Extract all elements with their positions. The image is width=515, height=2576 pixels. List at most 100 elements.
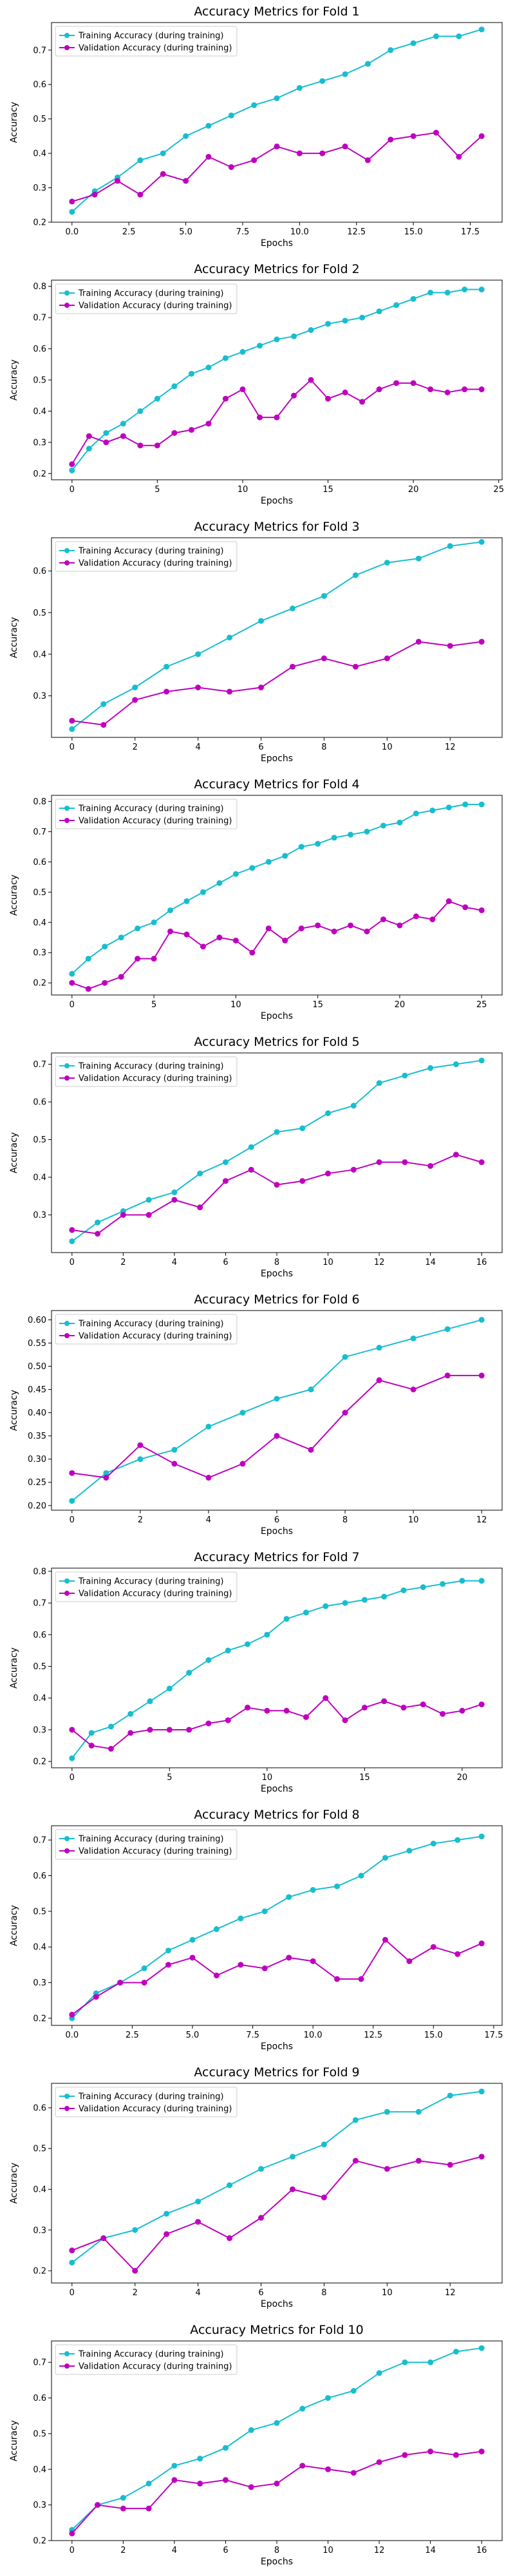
validation-accuracy-point — [93, 1994, 99, 2000]
validation-accuracy-line — [71, 2155, 482, 2272]
validation-accuracy-point — [145, 1212, 152, 1218]
legend-label-training: Training Accuracy (during training) — [78, 1062, 224, 1072]
y-tick-label: 0.5 — [33, 2145, 46, 2154]
training-accuracy-point — [205, 122, 212, 129]
y-tick-label: 0.6 — [33, 1631, 46, 1640]
training-accuracy-point — [447, 543, 453, 549]
training-accuracy-point — [195, 651, 201, 658]
validation-accuracy-point — [69, 1470, 75, 1476]
legend-label-training: Training Accuracy (during training) — [78, 2092, 224, 2102]
training-accuracy-point — [183, 133, 189, 139]
training-accuracy-point — [135, 925, 141, 932]
training-accuracy-point — [308, 1387, 314, 1393]
training-accuracy-point — [453, 1061, 459, 1068]
legend-swatch-marker — [64, 1836, 70, 1841]
x-tick-label: 4 — [172, 1258, 177, 1267]
x-tick-label: 6 — [223, 1258, 228, 1267]
validation-accuracy-point — [315, 922, 321, 929]
training-accuracy-point — [308, 327, 314, 333]
legend-label-validation: Validation Accuracy (during training) — [79, 1332, 232, 1341]
validation-accuracy-point — [132, 2268, 138, 2274]
validation-accuracy-point — [308, 377, 314, 383]
x-tick-label: 0 — [70, 2288, 75, 2298]
validation-accuracy-point — [350, 2470, 357, 2476]
validation-accuracy-point — [323, 1695, 329, 1701]
validation-accuracy-point — [91, 191, 98, 198]
training-accuracy-point — [95, 1219, 101, 1226]
validation-accuracy-point — [283, 1707, 290, 1714]
validation-accuracy-point — [310, 1958, 316, 1964]
training-accuracy-point — [264, 1631, 270, 1638]
training-accuracy-line — [71, 1835, 482, 2019]
validation-accuracy-point — [222, 2477, 229, 2483]
legend-label-validation: Validation Accuracy (during training) — [79, 301, 232, 311]
training-accuracy-point — [402, 1072, 408, 1079]
legend-swatch-marker — [64, 818, 70, 823]
training-accuracy-point — [376, 1345, 382, 1351]
chart-title: Accuracy Metrics for Fold 7 — [194, 1550, 359, 1564]
validation-accuracy-point — [348, 922, 354, 929]
x-tick-label: 12 — [476, 1515, 487, 1525]
training-accuracy-point — [160, 150, 166, 156]
validation-accuracy-point — [265, 925, 272, 932]
validation-accuracy-point — [478, 1372, 485, 1379]
validation-accuracy-point — [274, 2480, 280, 2486]
x-tick-label: 0 — [70, 1258, 75, 1267]
training-accuracy-point — [164, 663, 170, 670]
x-tick-label: 4 — [206, 1515, 211, 1525]
validation-accuracy-point — [352, 2157, 359, 2164]
validation-accuracy-point — [433, 129, 439, 136]
plot-frame — [51, 1825, 503, 2026]
validation-accuracy-point — [444, 1372, 451, 1379]
training-accuracy-point — [427, 2359, 434, 2365]
training-accuracy-point — [478, 1316, 485, 1323]
y-tick-label: 0.50 — [28, 1362, 46, 1372]
training-accuracy-point — [225, 1647, 231, 1654]
x-axis-label: Epochs — [261, 496, 293, 506]
chart-fold-10: Accuracy Metrics for Fold 10 0 2 4 6 8 10 12 14 1… — [9, 2323, 503, 2567]
legend-label-training: Training Accuracy (during training) — [78, 1320, 224, 1329]
validation-accuracy-point — [453, 2452, 459, 2458]
legend-label-validation: Validation Accuracy (during training) — [79, 1589, 232, 1599]
training-accuracy-point — [310, 1887, 316, 1893]
training-accuracy-point — [393, 302, 400, 308]
validation-accuracy-point — [147, 1727, 153, 1733]
legend-label-validation: Validation Accuracy (during training) — [79, 1847, 232, 1857]
x-tick-label: 15.0 — [404, 227, 423, 237]
validation-accuracy-point — [166, 1727, 173, 1733]
training-accuracy-point — [430, 1841, 436, 1847]
legend-swatch-marker — [64, 2094, 70, 2099]
chart-fold-1: Accuracy Metrics for Fold 1 0.0 2.5 5.0 7.5 1… — [9, 5, 503, 249]
training-accuracy-point — [239, 348, 246, 355]
validation-accuracy-point — [117, 1980, 124, 1986]
chart-title: Accuracy Metrics for Fold 10 — [190, 2323, 363, 2337]
y-tick-label: 0.5 — [33, 2429, 46, 2439]
y-tick-label: 0.3 — [33, 1211, 46, 1220]
validation-accuracy-point — [239, 386, 246, 393]
training-accuracy-point — [137, 408, 144, 414]
validation-accuracy-point — [397, 922, 403, 929]
training-accuracy-point — [376, 2370, 382, 2376]
training-accuracy-point — [205, 365, 212, 371]
legend-swatch-marker — [64, 560, 70, 565]
training-accuracy-point — [420, 1584, 426, 1591]
training-accuracy-point — [361, 1596, 368, 1603]
training-accuracy-point — [283, 1616, 290, 1622]
validation-accuracy-point — [364, 928, 370, 934]
training-accuracy-point — [376, 308, 382, 314]
y-tick-label: 0.2 — [33, 469, 46, 479]
training-accuracy-point — [321, 2141, 327, 2148]
training-accuracy-point — [222, 1159, 229, 1166]
validation-accuracy-point — [165, 1962, 172, 1968]
training-accuracy-point — [380, 822, 386, 829]
validation-accuracy-point — [103, 439, 109, 446]
training-accuracy-point — [462, 801, 469, 808]
validation-accuracy-point — [108, 1745, 114, 1752]
y-tick-label: 0.60 — [28, 1316, 46, 1325]
validation-accuracy-point — [361, 1705, 368, 1711]
y-axis-label: Accuracy — [9, 1647, 19, 1689]
validation-accuracy-point — [86, 433, 92, 439]
y-tick-label: 0.5 — [33, 1907, 46, 1917]
y-tick-label: 0.3 — [33, 949, 46, 958]
x-axis-label: Epochs — [261, 1011, 293, 1021]
